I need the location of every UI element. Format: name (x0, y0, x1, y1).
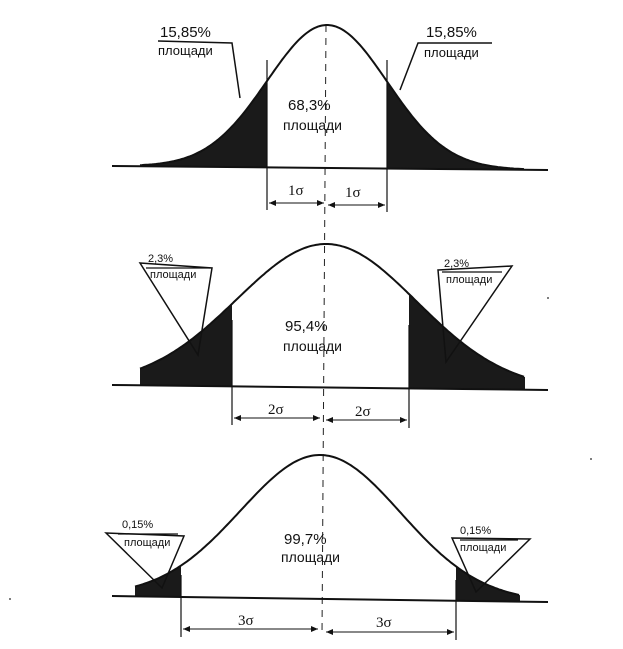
left-tail-caption: площади (150, 269, 196, 281)
left-tail-caption: площади (158, 43, 213, 58)
left-tail-callout (157, 40, 241, 99)
right-interval-label: 3σ (376, 615, 392, 631)
left-tail-area (140, 81, 267, 168)
center-percent: 68,3% (288, 97, 331, 114)
right-tail-caption: площади (460, 542, 506, 554)
panel-three-sigma: 0,15% площади 0,15% площади 99,7% площад… (104, 454, 549, 640)
left-interval-label: 1σ (288, 183, 304, 199)
scan-speck (547, 297, 549, 299)
bell-curve (134, 454, 520, 596)
left-tail-percent: 0,15% (122, 519, 153, 531)
center-percent: 99,7% (284, 531, 327, 548)
right-tail-callout (450, 537, 532, 594)
right-tail-caption: площади (424, 45, 479, 60)
bell-curve (139, 24, 525, 171)
right-interval-label: 1σ (345, 185, 361, 201)
center-caption: площади (281, 549, 340, 565)
baseline (111, 384, 549, 391)
right-interval-label: 2σ (355, 404, 371, 420)
right-tail-callout (399, 42, 492, 91)
right-tail-area (409, 294, 525, 390)
scan-speck (590, 458, 592, 460)
panel-one-sigma: 15,85% площади 15,85% площади 68,3% площ… (111, 24, 549, 212)
right-tail-area (456, 566, 520, 602)
left-tail-area (140, 303, 232, 387)
panel-two-sigma: 2,3% площади 2,3% площади 95,4% площади … (111, 243, 549, 428)
left-interval-label: 2σ (268, 402, 284, 418)
center-caption: площади (283, 338, 342, 354)
baseline (111, 165, 549, 171)
baseline (111, 595, 549, 603)
scan-speck (9, 598, 11, 600)
right-tail-percent: 15,85% (426, 24, 477, 41)
left-tail-caption: площади (124, 537, 170, 549)
right-tail-callout (437, 265, 514, 365)
right-tail-caption: площади (446, 274, 492, 286)
left-tail-percent: 15,85% (160, 24, 211, 41)
left-tail-callout (138, 262, 213, 358)
right-tail-percent: 2,3% (444, 258, 469, 270)
right-tail-percent: 0,15% (460, 525, 491, 537)
mean-line (321, 24, 327, 636)
right-tail-area (387, 81, 525, 170)
left-interval-label: 3σ (238, 613, 254, 629)
center-caption: площади (283, 117, 342, 133)
left-tail-percent: 2,3% (148, 253, 173, 265)
center-percent: 95,4% (285, 318, 328, 335)
